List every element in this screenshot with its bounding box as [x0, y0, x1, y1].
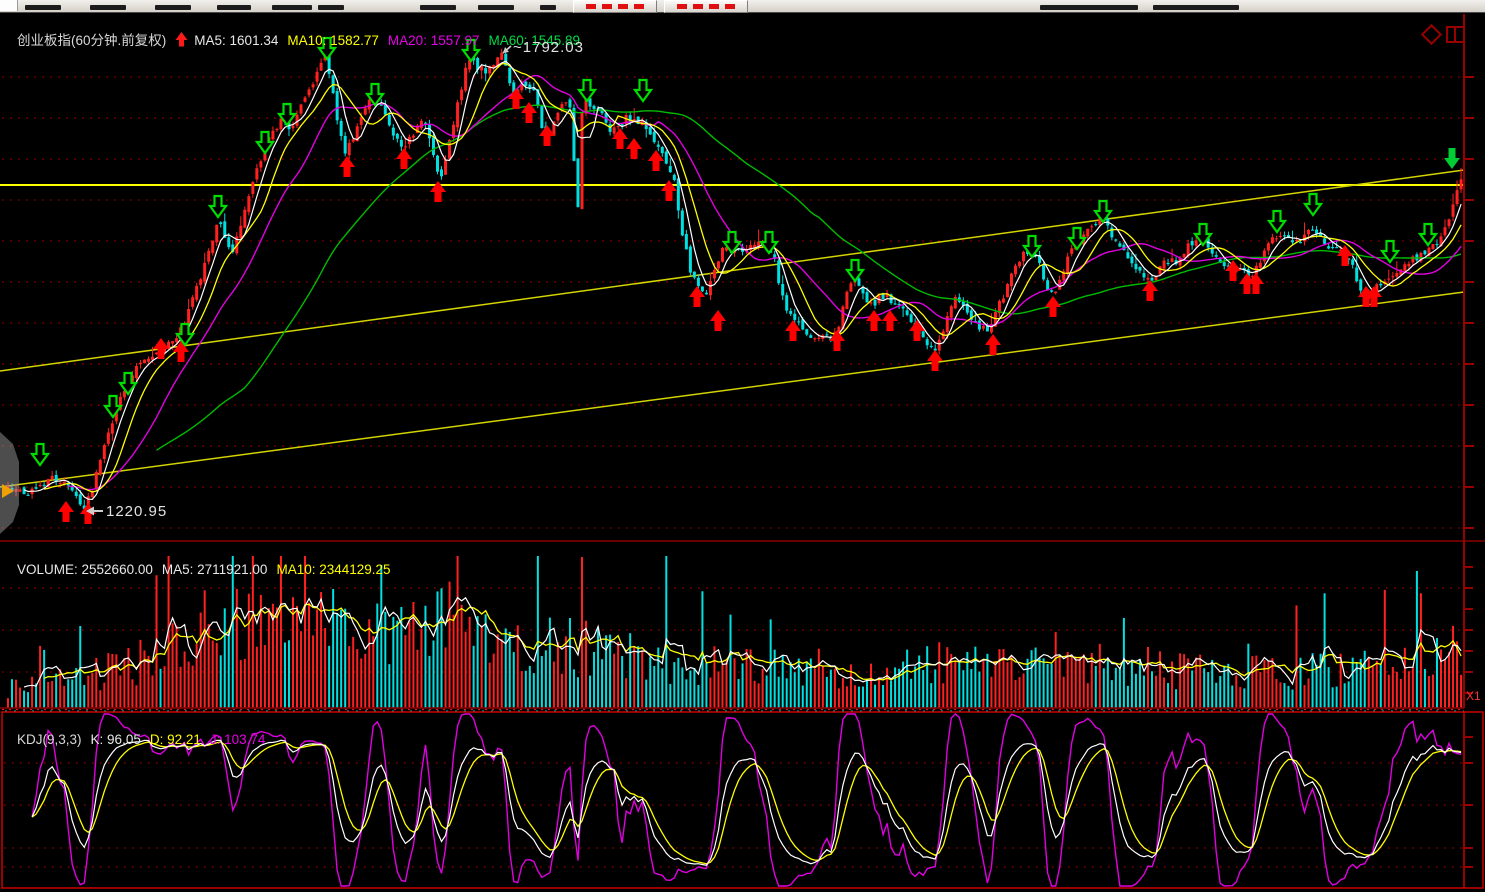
volume-ma-lines [23, 596, 1462, 688]
ma-lines [23, 60, 1462, 501]
menu-bar [0, 0, 1485, 13]
kdj-j: J: 103.74 [209, 732, 266, 747]
volume-ma10: MA10: 2344129.25 [276, 562, 391, 577]
menu-item-fragment[interactable] [217, 5, 251, 10]
menu-item-fragment[interactable] [1040, 5, 1138, 10]
ma20-value: MA20: 1557.97 [387, 33, 480, 48]
gridlines [2, 76, 1464, 868]
volume-header: VOLUME: 2552660.00 MA5: 2711921.00 MA10: 2… [2, 544, 400, 595]
kdj-d: D: 92.21 [149, 732, 201, 747]
split-window-icon[interactable] [1446, 26, 1465, 43]
menu-item-fragment[interactable] [1153, 5, 1239, 10]
ma60-value: MA60: 1545.89 [488, 33, 581, 48]
menu-item-fragment[interactable] [540, 5, 556, 10]
ma10-value: MA10: 1582.77 [287, 33, 379, 48]
menu-status-box [0, 0, 18, 11]
menu-item-fragment[interactable] [90, 5, 126, 10]
toolbar-button-1[interactable] [573, 0, 657, 13]
volume-axis-unit: X1 [1466, 689, 1481, 703]
menu-item-fragment[interactable] [25, 5, 61, 10]
kdj-name: KDJ(9,3,3) [17, 732, 82, 747]
left-scroll-widget [0, 432, 19, 534]
low-price-label: 1220.95 [106, 503, 168, 520]
main-chart-header: 创业板指(60分钟.前复权) MA5: 1601.34 MA10: 1582.77 M… [2, 15, 589, 66]
toolbar-button-2[interactable] [664, 0, 748, 13]
menu-item-fragment[interactable] [272, 5, 312, 10]
instrument-title: 创业板指(60分钟.前复权) [17, 33, 167, 48]
trendlines [0, 169, 1465, 488]
label-pointers [86, 45, 512, 516]
axes [0, 14, 1485, 889]
kdj-lines [31, 713, 1462, 887]
menu-item-fragment[interactable] [420, 5, 456, 10]
signal-arrows [29, 36, 1460, 524]
menu-item-fragment[interactable] [155, 5, 191, 10]
volume-value: VOLUME: 2552660.00 [17, 562, 153, 577]
volume-ma5: MA5: 2711921.00 [161, 562, 268, 577]
kdj-k: K: 96.05 [90, 732, 141, 747]
volume-bars [7, 556, 1463, 708]
high-price-label: ~1792.03 [513, 39, 584, 56]
menu-item-fragment[interactable] [318, 5, 344, 10]
menu-item-fragment[interactable] [478, 5, 514, 10]
kdj-header: KDJ(9,3,3) K: 96.05 D: 92.21 J: 103.74 [2, 714, 274, 765]
up-arrow-icon [175, 32, 188, 48]
ma5-value: MA5: 1601.34 [194, 33, 279, 48]
